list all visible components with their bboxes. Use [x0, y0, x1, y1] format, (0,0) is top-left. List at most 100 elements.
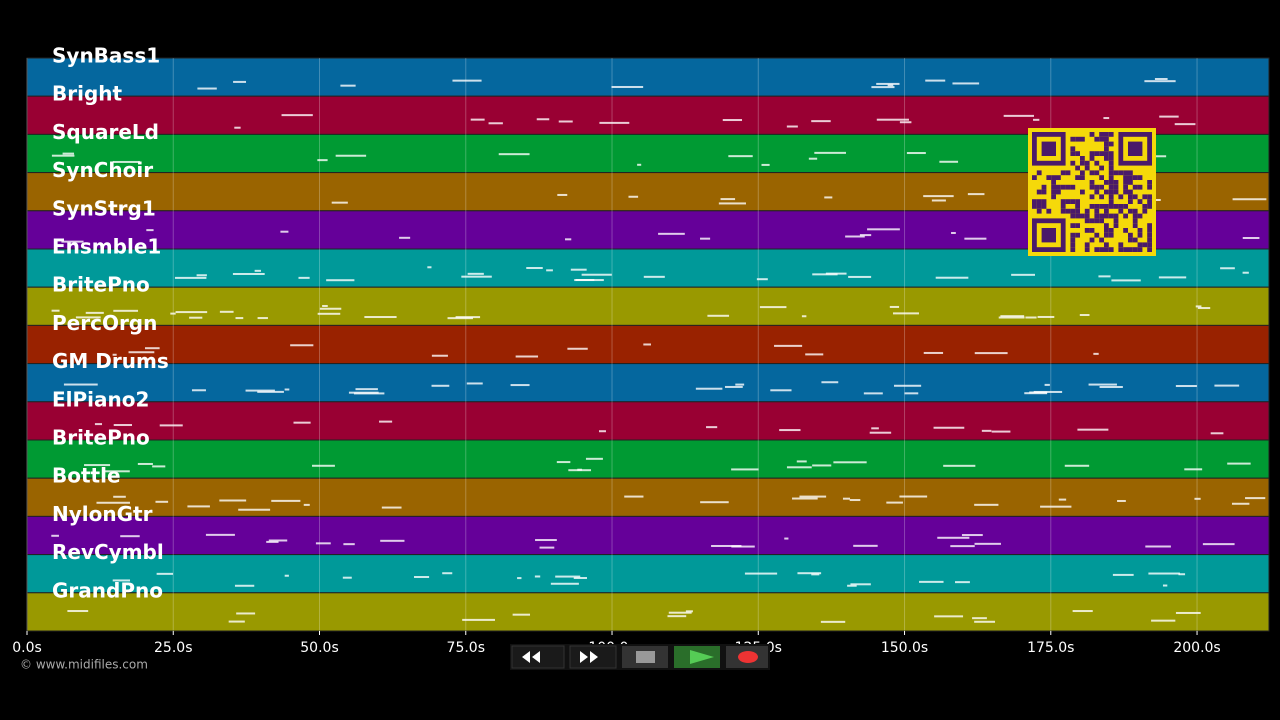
note: [113, 309, 139, 312]
note: [343, 543, 355, 546]
note: [257, 390, 284, 393]
qr-cell: [1070, 184, 1076, 190]
qr-finder: [1041, 141, 1056, 156]
qr-cell: [1118, 194, 1124, 200]
qr-cell: [1113, 213, 1119, 219]
rewind-button[interactable]: [511, 645, 565, 669]
note: [1093, 352, 1099, 355]
track-label: SquareLd: [52, 120, 159, 144]
qr-cell: [1070, 237, 1076, 243]
note: [75, 316, 101, 319]
note: [51, 309, 60, 312]
qr-cell: [1108, 156, 1114, 161]
note: [899, 495, 928, 498]
qr-cell: [1094, 160, 1100, 166]
note: [811, 573, 820, 576]
note: [191, 389, 206, 392]
qr-cell: [1137, 242, 1143, 248]
note: [557, 193, 568, 196]
note: [431, 384, 450, 387]
record-button[interactable]: [726, 646, 768, 668]
qr-cell: [1089, 132, 1095, 137]
note: [152, 465, 166, 468]
forward-button[interactable]: [569, 645, 617, 669]
note: [232, 272, 265, 275]
note: [998, 316, 1025, 319]
note: [312, 464, 335, 467]
qr-cell: [1137, 247, 1143, 252]
qr-cell: [1051, 184, 1056, 190]
qr-cell: [1128, 208, 1133, 214]
note: [792, 497, 818, 500]
track-lane: [26, 363, 1270, 403]
note: [887, 84, 894, 87]
note: [155, 500, 169, 503]
note: [113, 495, 126, 498]
note: [317, 159, 328, 162]
qr-cell: [1070, 199, 1076, 204]
note: [933, 426, 965, 429]
qr-cell: [1123, 170, 1128, 176]
qr-cell: [1099, 165, 1104, 171]
note: [51, 154, 75, 157]
qr-cell: [1084, 242, 1090, 248]
qr-cell: [1108, 247, 1114, 252]
note: [1117, 499, 1126, 502]
qr-cell: [1123, 247, 1128, 252]
note: [1003, 114, 1034, 117]
note: [245, 389, 275, 392]
note: [442, 572, 453, 575]
note: [1058, 498, 1067, 501]
play-button[interactable]: [674, 646, 720, 668]
qr-cell: [1046, 175, 1052, 180]
qr-cell: [1099, 213, 1104, 219]
note: [1194, 497, 1201, 500]
note: [811, 120, 831, 123]
qr-cell: [1147, 194, 1152, 200]
note: [779, 429, 801, 432]
note: [534, 575, 541, 578]
qr-cell: [1132, 208, 1138, 214]
qr-cell: [1060, 199, 1066, 204]
qr-cell: [1070, 146, 1076, 152]
note: [814, 151, 846, 154]
qr-cell: [1070, 213, 1076, 219]
note: [974, 542, 1001, 545]
track-label: SynStrg1: [52, 196, 156, 220]
note: [517, 577, 522, 580]
qr-cell: [1104, 232, 1109, 238]
qr-cell: [1108, 232, 1114, 238]
note: [546, 269, 553, 272]
note: [1178, 573, 1186, 576]
qr-cell: [1108, 132, 1114, 137]
qr-cell: [1084, 218, 1090, 224]
note: [1214, 384, 1240, 387]
note: [1088, 383, 1117, 386]
note: [85, 311, 104, 314]
note: [1111, 279, 1141, 282]
note: [205, 533, 235, 536]
note: [488, 122, 503, 125]
note: [722, 119, 743, 122]
qr-cell: [1104, 247, 1109, 252]
qr-cell: [1113, 170, 1119, 176]
note: [853, 544, 878, 547]
qr-cell: [1060, 170, 1066, 176]
qr-cell: [1108, 204, 1114, 209]
qr-cell: [1089, 194, 1095, 200]
note: [871, 86, 895, 89]
qr-cell: [1108, 184, 1114, 190]
note: [467, 272, 484, 275]
note: [731, 545, 755, 548]
qr-cell: [1104, 180, 1109, 185]
note: [935, 276, 969, 279]
note: [585, 457, 603, 460]
qr-cell: [1056, 184, 1061, 190]
qr-cell: [1099, 175, 1104, 180]
note: [355, 388, 378, 391]
note: [67, 610, 89, 613]
note: [812, 273, 838, 276]
note: [961, 534, 983, 537]
stop-button[interactable]: [622, 646, 668, 668]
note: [431, 354, 448, 357]
